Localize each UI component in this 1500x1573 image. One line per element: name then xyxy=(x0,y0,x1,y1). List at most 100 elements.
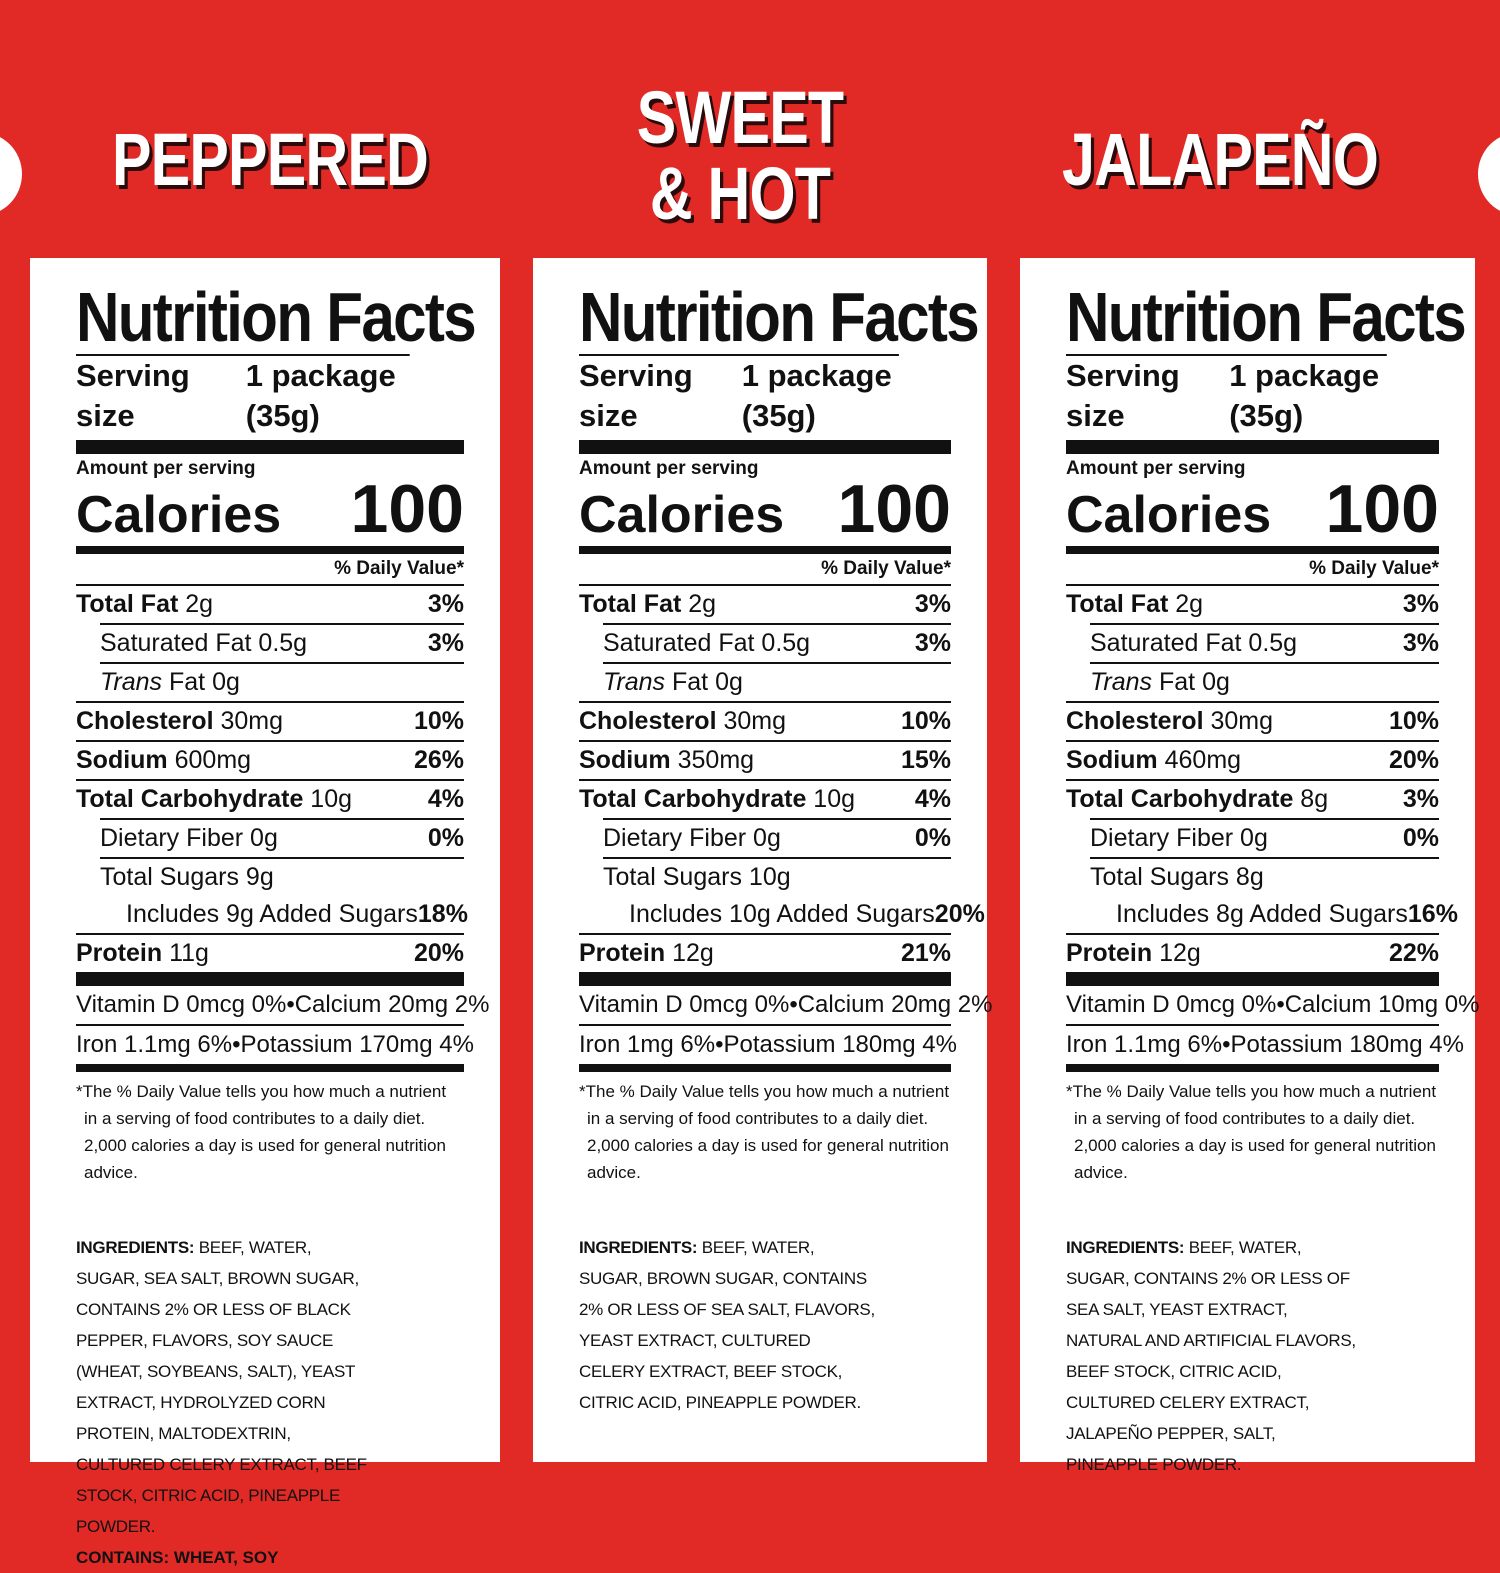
nutrient-daily-value: 3% xyxy=(427,590,464,618)
nutrient-label: Cholesterol xyxy=(76,707,214,735)
nutrient-row: Saturated Fat 0.5g 3% xyxy=(603,623,951,662)
nutrient-label: Trans xyxy=(603,668,666,696)
vitamin-value: Calcium 20mg 2% xyxy=(797,991,993,1018)
nutrient-row: Trans Fat 0g xyxy=(100,662,464,701)
nutrient-amount: Fat 0g xyxy=(162,668,240,696)
nutrient-label: Includes 8g Added Sugars xyxy=(1116,900,1408,928)
nutrient-name: Cholesterol 30mg xyxy=(1066,703,1273,740)
nutrient-row: Sodium 350mg 15% xyxy=(579,740,951,779)
nutrient-daily-value: 3% xyxy=(914,629,951,657)
serving-size-label: Serving size xyxy=(76,358,190,433)
bullet-separator: • xyxy=(1222,1031,1231,1058)
nutrient-daily-value: 4% xyxy=(914,785,951,813)
nutrient-label: Saturated Fat 0.5g xyxy=(603,629,811,657)
nutrient-amount: 30mg xyxy=(1203,707,1274,735)
nutrient-amount: Fat 0g xyxy=(665,668,743,696)
nutrient-rows: Total Fat 2g 3% Saturated Fat 0.5g 3% Trans … xyxy=(1066,586,1458,986)
nutrient-row: Dietary Fiber 0g 0% xyxy=(603,818,951,857)
vitamin-row: Iron 1.1mg 6% • Potassium 180mg 4% xyxy=(1066,1026,1464,1072)
nutrient-daily-value: 0% xyxy=(427,824,464,852)
nutrient-label: Total Fat xyxy=(76,590,179,618)
serving-size-row: Serving size 1 package (35g) xyxy=(579,356,951,454)
right-edge-notch xyxy=(1478,132,1500,216)
nutrient-amount: 350mg xyxy=(670,746,755,774)
nutrient-daily-value: 15% xyxy=(900,746,951,774)
vitamin-row: Iron 1.1mg 6% • Potassium 170mg 4% xyxy=(76,1026,474,1072)
nutrient-daily-value: 10% xyxy=(1388,707,1439,735)
nutrition-label: Nutrition Facts Serving size 1 package (… xyxy=(579,282,992,1418)
nutrient-label: Trans xyxy=(1090,668,1153,696)
nutrient-amount: 10g xyxy=(806,785,856,813)
nutrient-daily-value: 26% xyxy=(413,746,464,774)
nutrient-name: Dietary Fiber 0g xyxy=(603,820,781,857)
nutrient-daily-value: 10% xyxy=(413,707,464,735)
ingredients-list: INGREDIENTS: BEEF, WATER, SUGAR, BROWN S… xyxy=(579,1232,879,1418)
nutrition-facts-title: Nutrition Facts xyxy=(1066,278,1467,356)
nutrient-row: Protein 12g 21% xyxy=(579,933,951,986)
nutrient-label: Total Carbohydrate xyxy=(579,785,807,813)
serving-size-label: Serving size xyxy=(1066,358,1180,433)
nutrient-row: Total Carbohydrate 10g 4% xyxy=(579,779,951,818)
nutrient-daily-value: 21% xyxy=(900,939,951,967)
nutrient-daily-value: 22% xyxy=(1388,939,1439,967)
daily-value-footnote: *The % Daily Value tells you how much a … xyxy=(1066,1082,1437,1182)
vitamin-rows: Vitamin D 0mcg 0% • Calcium 10mg 0% Iron 1.… xyxy=(1066,986,1479,1072)
nutrient-daily-value: 3% xyxy=(914,590,951,618)
nutrient-amount: 30mg xyxy=(716,707,787,735)
nutrient-row: Total Sugars 10g xyxy=(603,857,951,896)
serving-size-value: 1 package (35g) xyxy=(1229,358,1380,433)
allergen-contains: CONTAINS: WHEAT, SOY xyxy=(76,1548,279,1567)
bullet-separator: • xyxy=(1276,991,1285,1018)
daily-value-header: % Daily Value* xyxy=(579,554,951,586)
nutrition-panel-peppered: Nutrition Facts Serving size 1 package (… xyxy=(30,258,500,1567)
calories-label: Calories xyxy=(1066,486,1272,544)
nutrient-amount: 2g xyxy=(681,590,717,618)
flavor-heading-peppered: PEPPERED xyxy=(111,118,429,201)
amount-per-serving: Amount per serving xyxy=(76,458,256,479)
nutrient-row: Trans Fat 0g xyxy=(1090,662,1439,701)
nutrient-daily-value: 20% xyxy=(934,900,985,928)
nutrient-label: Sodium xyxy=(579,746,671,774)
ingredients-label: INGREDIENTS: xyxy=(579,1238,698,1257)
nutrient-label: Dietary Fiber 0g xyxy=(603,824,781,852)
nutrient-daily-value: 0% xyxy=(1402,824,1439,852)
calories-row: Calories 100 xyxy=(579,471,951,554)
nutrient-amount: 600mg xyxy=(167,746,252,774)
nutrient-name: Total Sugars 8g xyxy=(1090,859,1264,896)
nutrient-label: Total Carbohydrate xyxy=(76,785,304,813)
nutrient-row: Dietary Fiber 0g 0% xyxy=(1090,818,1439,857)
nutrient-label: Protein xyxy=(1066,939,1153,967)
ingredients-label: INGREDIENTS: xyxy=(1066,1238,1185,1257)
nutrient-daily-value: 20% xyxy=(413,939,464,967)
vitamin-value: Vitamin D 0mcg 0% xyxy=(1066,991,1277,1018)
flavor-heading-sweet-hot: SWEET & HOT xyxy=(636,76,844,235)
serving-size-label: Serving size xyxy=(579,358,693,433)
nutrient-name: Total Fat 2g xyxy=(1066,586,1203,623)
serving-size-row: Serving size 1 package (35g) xyxy=(76,356,464,454)
nutrient-label: Total Fat xyxy=(1066,590,1169,618)
calories-row: Calories 100 xyxy=(1066,475,1439,554)
nutrient-daily-value: 16% xyxy=(1407,900,1458,928)
nutrient-name: Sodium 600mg xyxy=(76,742,251,779)
nutrient-name: Total Carbohydrate 8g xyxy=(1066,781,1328,818)
ingredients-label: INGREDIENTS: xyxy=(76,1238,195,1257)
daily-value-footnote: *The % Daily Value tells you how much a … xyxy=(76,1082,447,1182)
vitamin-row: Iron 1mg 6% • Potassium 180mg 4% xyxy=(579,1026,957,1072)
vitamin-rows: Vitamin D 0mcg 0% • Calcium 20mg 2% Iron 1m… xyxy=(579,986,992,1072)
nutrient-row: Total Fat 2g 3% xyxy=(1066,586,1439,623)
serving-size-row: Serving size 1 package (35g) xyxy=(1066,356,1439,454)
nutrient-name: Protein 12g xyxy=(579,935,714,972)
nutrient-amount: 460mg xyxy=(1157,746,1242,774)
nutrient-amount: 10g xyxy=(303,785,353,813)
nutrient-amount: 8g xyxy=(1293,785,1329,813)
calories-value: 100 xyxy=(837,471,951,547)
nutrient-row: Cholesterol 30mg 10% xyxy=(76,701,464,740)
nutrient-row: Cholesterol 30mg 10% xyxy=(579,701,951,740)
nutrient-label: Total Fat xyxy=(579,590,682,618)
nutrient-name: Includes 9g Added Sugars xyxy=(126,896,418,933)
nutrient-row: Includes 9g Added Sugars 18% xyxy=(126,896,468,933)
nutrient-name: Trans Fat 0g xyxy=(100,664,240,701)
nutrient-name: Total Fat 2g xyxy=(76,586,213,623)
vitamin-value: Potassium 170mg 4% xyxy=(240,1031,474,1058)
nutrient-daily-value: 3% xyxy=(1402,785,1439,813)
